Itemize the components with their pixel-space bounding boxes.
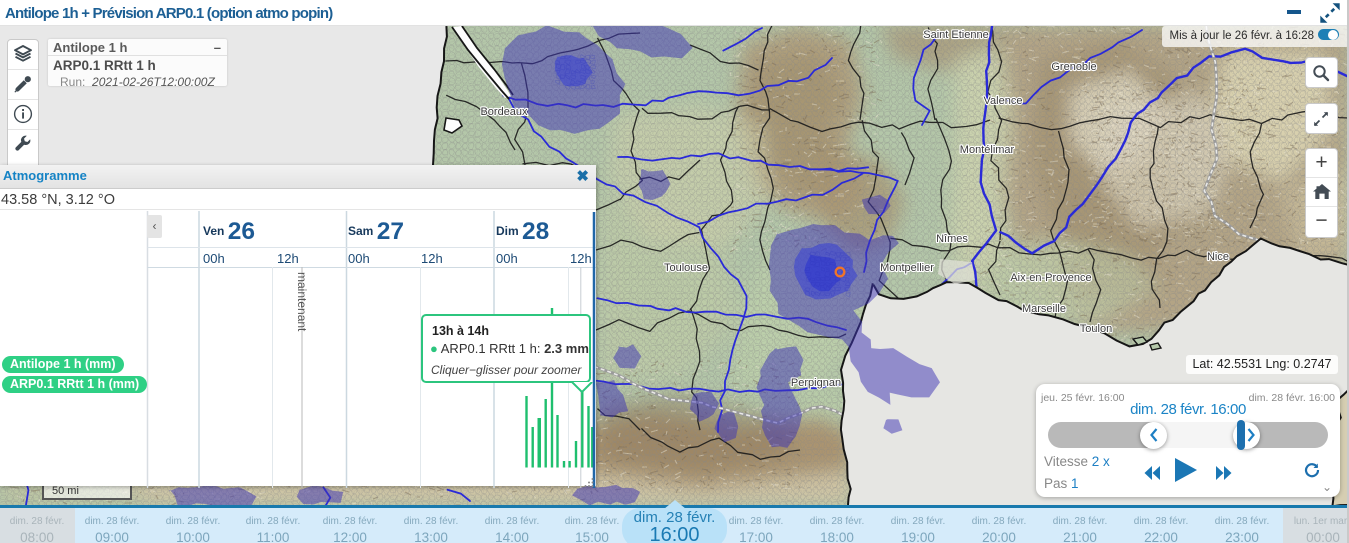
svg-text:Aix-en-Provence: Aix-en-Provence: [1010, 272, 1091, 284]
svg-text:Grenoble: Grenoble: [1051, 61, 1096, 73]
svg-text:Perpignan: Perpignan: [791, 377, 841, 389]
svg-text:Nîmes: Nîmes: [936, 233, 968, 245]
svg-text:Bordeaux: Bordeaux: [480, 106, 528, 118]
svg-text:Saint Etienne: Saint Etienne: [923, 29, 988, 41]
svg-text:Nice: Nice: [1207, 251, 1229, 263]
svg-text:Marseille: Marseille: [1022, 303, 1066, 315]
svg-text:Valence: Valence: [984, 95, 1023, 107]
svg-text:Montpellier: Montpellier: [880, 262, 934, 274]
svg-text:Montélimar: Montélimar: [960, 144, 1015, 156]
svg-text:Toulon: Toulon: [1080, 323, 1112, 335]
svg-text:Toulouse: Toulouse: [664, 262, 708, 274]
